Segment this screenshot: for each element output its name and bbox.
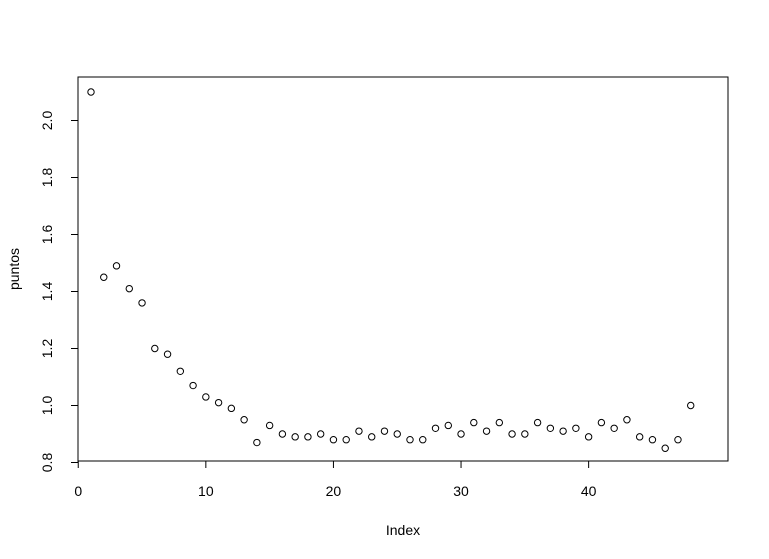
data-point <box>240 416 248 424</box>
y-axis-title: puntos <box>6 248 22 290</box>
data-point <box>508 430 516 438</box>
data-point <box>189 381 197 390</box>
data-point <box>163 350 172 358</box>
plot-box <box>77 76 729 462</box>
data-point <box>470 418 478 427</box>
data-point <box>648 436 657 444</box>
x-axis: 0 10 20 30 40 <box>74 460 597 499</box>
data-point <box>584 433 593 441</box>
data-point <box>406 436 414 444</box>
y-tick-label: 1.4 <box>39 282 55 302</box>
data-point <box>112 262 121 270</box>
data-point <box>687 401 695 410</box>
data-point <box>610 424 618 432</box>
y-tick-label: 1.2 <box>39 339 55 359</box>
y-tick-label: 1.8 <box>39 168 55 188</box>
data-point <box>559 427 567 435</box>
data-point <box>227 404 236 413</box>
y-tick-label: 1.0 <box>39 396 55 416</box>
data-point <box>278 430 287 438</box>
data-point <box>495 418 504 427</box>
data-point <box>533 418 542 427</box>
x-tick-label: 40 <box>581 483 597 499</box>
data-point <box>265 421 274 430</box>
y-tick-label: 1.6 <box>39 225 55 245</box>
data-point <box>521 430 529 438</box>
y-tick-label: 0.8 <box>39 453 55 473</box>
x-tick-label: 10 <box>198 483 214 499</box>
data-point <box>597 418 606 427</box>
data-point <box>253 438 261 447</box>
data-point <box>355 427 363 435</box>
data-point <box>572 424 580 432</box>
x-tick-label: 30 <box>453 483 469 499</box>
x-tick-label: 0 <box>74 483 82 499</box>
data-point <box>87 88 95 96</box>
data-point <box>623 416 631 424</box>
data-point <box>151 344 159 353</box>
data-point <box>380 427 389 435</box>
data-point <box>431 424 440 432</box>
y-axis: 0.8 1.0 1.2 1.4 1.6 1.8 2.0 <box>39 111 79 473</box>
data-points <box>87 88 695 452</box>
data-point <box>342 436 350 444</box>
data-point <box>329 436 338 444</box>
data-point <box>100 273 108 281</box>
data-point <box>393 430 401 438</box>
data-point <box>444 421 452 430</box>
x-tick-label: 20 <box>326 483 342 499</box>
y-tick-label: 2.0 <box>39 111 55 131</box>
data-point <box>138 299 146 307</box>
data-point <box>635 433 644 441</box>
data-point <box>316 430 325 438</box>
data-point <box>546 424 555 432</box>
x-axis-title: Index <box>386 522 420 538</box>
data-point <box>457 430 465 438</box>
data-point <box>291 433 299 441</box>
data-point <box>304 433 312 441</box>
data-point <box>214 398 223 407</box>
data-point <box>674 436 682 444</box>
data-point <box>661 444 669 452</box>
data-point <box>368 433 376 441</box>
data-point <box>202 393 210 401</box>
data-point <box>419 436 427 444</box>
data-point <box>125 284 133 293</box>
data-point <box>176 367 185 375</box>
data-point <box>482 427 491 435</box>
